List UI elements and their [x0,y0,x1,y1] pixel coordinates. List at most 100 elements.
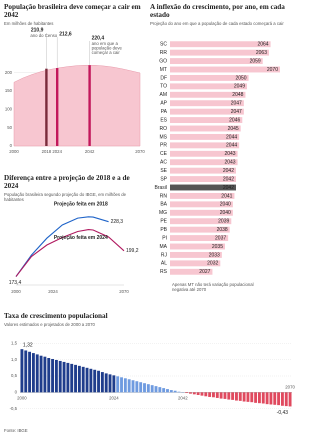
value-label: 2041 [221,193,232,199]
highlight-note: ano em que a população deve começar a cair [92,41,123,55]
bar [104,373,108,393]
chart-title: A inflexão do crescimento, por ano, em c… [150,3,285,19]
bar [93,369,97,393]
category-label: BA [160,202,167,208]
bar [170,108,244,115]
bar [70,363,74,393]
category-label: CE [160,151,168,157]
bar [170,226,230,233]
bar [89,368,93,393]
bar [219,392,223,399]
category-label: MG [159,210,167,216]
bar [81,366,85,393]
bar [31,353,35,393]
value-label: 2038 [217,227,228,233]
bar [170,150,238,157]
value-label: 2040 [220,210,231,216]
category-label: MA [160,244,168,250]
value-label: 1,32 [23,342,33,348]
bar [39,355,43,393]
value-label: -0,43 [277,410,289,416]
value-label: 2035 [212,244,223,250]
chart-subtitle: População brasileira segundo projeção do… [4,192,127,202]
bar [120,377,123,393]
category-label: AP [160,101,167,107]
bar [154,386,158,393]
value-label: 2044 [226,143,237,149]
category-label: Brasil [154,185,167,191]
bar [143,383,146,393]
bar [273,392,277,405]
category-label: ES [160,117,167,123]
bar [28,351,32,393]
bar [170,133,240,140]
x-tick-label: 2070 [135,149,145,154]
y-tick-label: 0 [10,143,13,148]
bar [158,387,162,393]
bar [258,392,261,404]
value-label: 2042 [223,168,234,174]
y-tick-label: 1,5 [11,340,18,345]
bar [170,142,240,149]
bar [116,376,120,393]
bar [246,392,250,402]
y-tick-label: 50 [7,125,12,130]
category-label: PE [160,219,167,225]
bar [173,390,177,393]
value-label: 2045 [228,126,239,132]
category-label: RO [160,126,168,132]
bar [170,176,236,183]
bar [235,392,238,401]
bar [170,159,238,166]
bar [196,392,200,395]
x-tick-label: 2000 [9,149,19,154]
bar [170,58,263,65]
bar [97,370,100,393]
value-label: 2063 [256,50,267,56]
bar [162,388,166,393]
bar [127,379,131,393]
bar [139,382,143,393]
x-tick-label: 2000 [11,289,21,294]
category-label: SE [160,168,167,174]
bar [112,375,116,393]
category-label: RR [160,50,168,56]
bar [135,381,139,393]
bar [170,209,233,216]
category-label: MS [160,134,168,140]
bar [66,362,70,393]
bar [170,100,244,107]
footnote: Apenas MT não terá variação populacional… [172,282,254,292]
bar [204,392,208,397]
value-label: 2042 [223,185,234,191]
category-label: PI [162,235,167,241]
value-label: 2032 [207,261,218,267]
bar [166,389,169,393]
bar [288,392,292,407]
bar [212,392,215,398]
category-label: GO [159,58,167,64]
bar [192,392,196,395]
bar [150,385,154,393]
bar [208,392,212,397]
highlight-label: 210,9 [31,27,44,33]
value-label: 2043 [224,160,235,166]
bar [284,392,288,407]
value-label: 2027 [199,269,210,275]
bar [189,392,192,394]
highlight-note: ano do Censo [30,33,57,38]
bar [261,392,265,404]
bar [58,360,62,393]
bar [254,392,258,403]
bar [177,391,181,393]
bar [227,392,231,400]
bar [170,83,247,90]
y-tick-label: 100 [5,106,13,111]
bar [200,392,204,396]
category-label: PA [161,109,168,115]
bar [51,358,54,393]
chart-title: Diferença entre a projeção de 2018 e a d… [4,174,130,190]
bar [170,184,236,191]
highlight-bar [56,68,59,146]
chart-title: População brasileira deve começar a cair… [4,3,141,19]
